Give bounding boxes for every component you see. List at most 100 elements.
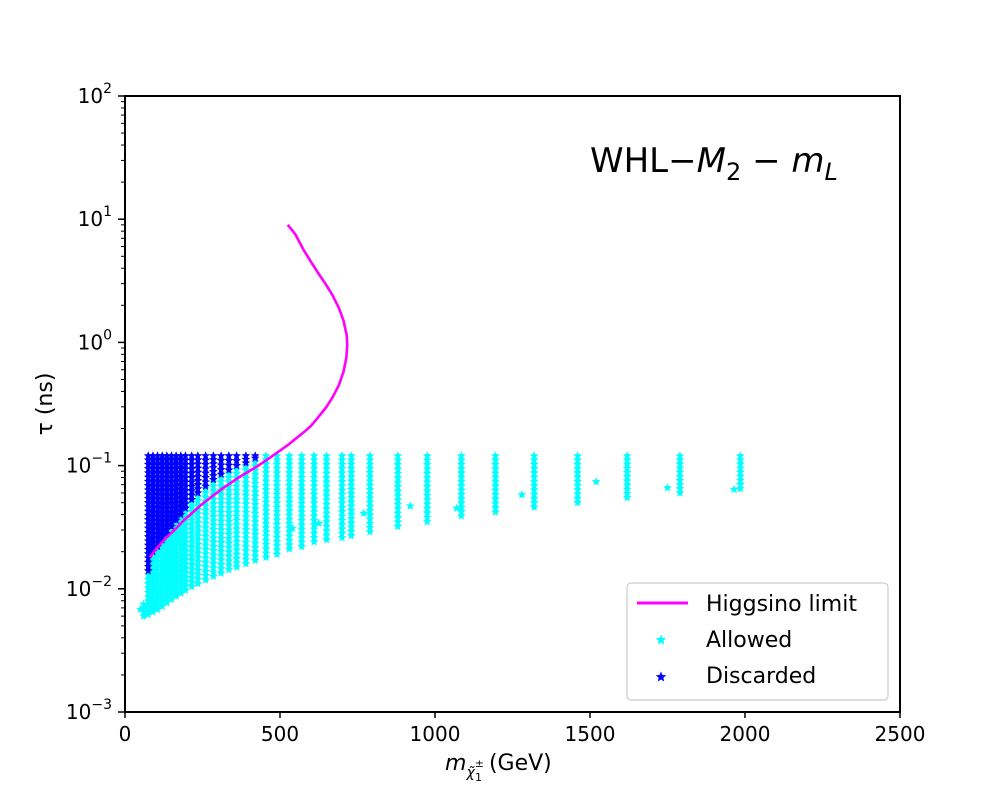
allowed-point [675, 459, 685, 468]
allowed-point [491, 485, 500, 495]
allowed-point [346, 472, 356, 481]
x-tick-label: 2500 [875, 722, 926, 746]
allowed-point [224, 512, 234, 521]
allowed-point [309, 490, 319, 499]
allowed-point [272, 455, 282, 464]
allowed-point [171, 537, 181, 546]
allowed-point [193, 539, 203, 549]
allowed-point [309, 472, 319, 482]
allowed-point [573, 464, 582, 473]
allowed-point [201, 531, 210, 541]
allowed-point [201, 523, 210, 532]
allowed-point [393, 491, 403, 500]
allowed-point [393, 468, 403, 478]
discarded-point [201, 477, 210, 486]
allowed-point [675, 484, 685, 493]
allowed-point [187, 498, 197, 507]
discarded-point [148, 503, 158, 512]
allowed-point [284, 468, 294, 477]
allowed-point [346, 531, 356, 540]
allowed-point [167, 544, 176, 553]
allowed-point [309, 494, 319, 503]
allowed-point [232, 477, 241, 486]
allowed-point [284, 472, 294, 481]
allowed-point [261, 459, 271, 469]
discarded-point [162, 503, 172, 512]
allowed-point [193, 535, 203, 544]
allowed-point [456, 472, 466, 482]
discarded-point [171, 464, 181, 473]
y-tick-label: 100 [78, 327, 112, 354]
allowed-point [167, 561, 176, 570]
discarded-point [176, 476, 186, 485]
allowed-point [250, 495, 260, 505]
allowed-point [284, 463, 294, 473]
allowed-point [193, 544, 203, 553]
allowed-point [181, 537, 190, 547]
allowed-point [365, 523, 375, 532]
discarded-point [148, 459, 158, 469]
allowed-point [337, 502, 347, 512]
discarded-point [167, 486, 176, 495]
allowed-point [365, 506, 375, 515]
allowed-point [337, 494, 347, 503]
discarded-point [167, 455, 176, 464]
discarded-point [193, 463, 203, 472]
allowed-point [201, 527, 210, 536]
allowed-point [297, 490, 307, 499]
allowed-point [309, 533, 319, 542]
allowed-point [735, 455, 745, 464]
allowed-point [187, 515, 197, 525]
allowed-point [193, 557, 203, 566]
discarded-point [171, 472, 181, 482]
discarded-point [181, 468, 190, 478]
allowed-point [422, 508, 432, 517]
allowed-point [201, 553, 210, 562]
allowed-point [241, 482, 251, 491]
allowed-point [365, 451, 375, 460]
allowed-point [224, 538, 234, 548]
discarded-point [176, 459, 186, 468]
allowed-point [346, 514, 356, 523]
allowed-point [529, 472, 539, 481]
allowed-point [224, 565, 234, 574]
y-tick-label: 101 [78, 204, 112, 231]
allowed-point [232, 515, 241, 525]
allowed-point [171, 574, 181, 584]
allowed-point [171, 591, 181, 600]
allowed-point [365, 501, 375, 511]
allowed-point [201, 501, 210, 510]
allowed-point [153, 587, 162, 596]
allowed-point [284, 459, 294, 469]
allowed-point [284, 510, 294, 519]
discarded-point [187, 455, 197, 464]
allowed-point [622, 459, 632, 468]
allowed-point [393, 460, 403, 469]
discarded-point [208, 467, 218, 476]
allowed-point [157, 601, 167, 611]
allowed-point [337, 498, 347, 507]
allowed-point [456, 455, 466, 464]
allowed-point [422, 499, 432, 508]
discarded-point [143, 451, 153, 460]
discarded-point [162, 481, 172, 490]
discarded-point [148, 520, 158, 530]
discarded-point [143, 506, 153, 515]
allowed-point [284, 497, 294, 507]
allowed-point [393, 482, 403, 491]
allowed-point [272, 537, 282, 546]
allowed-point [224, 516, 234, 526]
allowed-point [309, 455, 319, 464]
allowed-point [250, 491, 260, 500]
allowed-point [208, 520, 218, 529]
allowed-point [272, 506, 282, 516]
discarded-point [143, 464, 153, 473]
allowed-point [284, 485, 294, 494]
discarded-point [216, 455, 226, 465]
allowed-point [187, 511, 197, 520]
allowed-point [224, 468, 234, 477]
y-tick-label: 10−3 [66, 697, 112, 724]
allowed-point [224, 494, 234, 504]
allowed-point [171, 562, 181, 571]
allowed-point [187, 542, 197, 551]
